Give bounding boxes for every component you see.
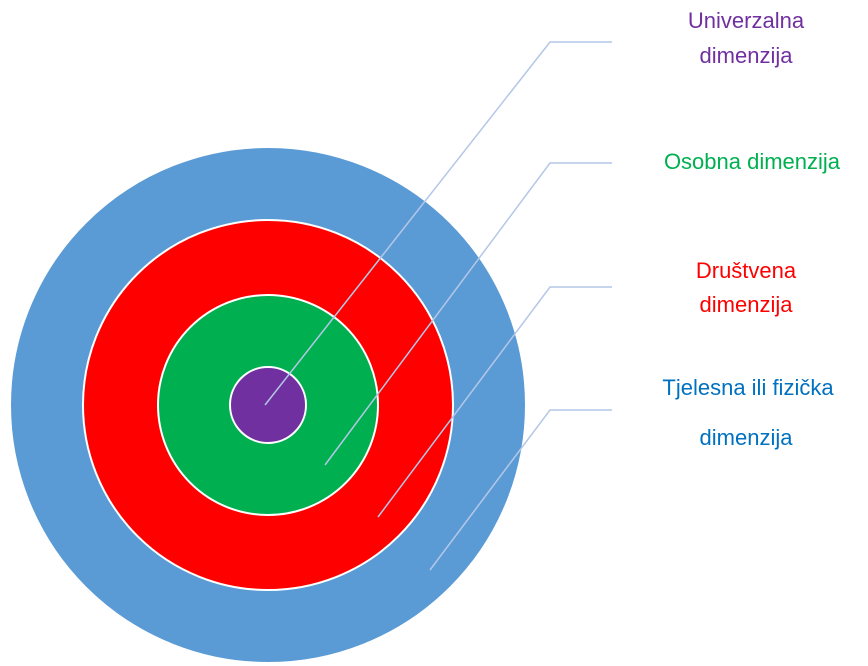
inner-circle xyxy=(229,366,307,444)
label: Društvena xyxy=(696,258,797,283)
leader-line xyxy=(324,162,612,466)
label: dimenzija xyxy=(700,43,794,68)
label: Osobna dimenzija xyxy=(664,149,841,174)
label: dimenzija xyxy=(700,292,794,317)
label: Tjelesna ili fizička xyxy=(662,375,834,400)
label: Univerzalna xyxy=(688,8,805,33)
leader-line xyxy=(377,286,612,518)
leader-line xyxy=(429,409,612,571)
leader-line xyxy=(264,41,612,406)
label: dimenzija xyxy=(700,425,794,450)
